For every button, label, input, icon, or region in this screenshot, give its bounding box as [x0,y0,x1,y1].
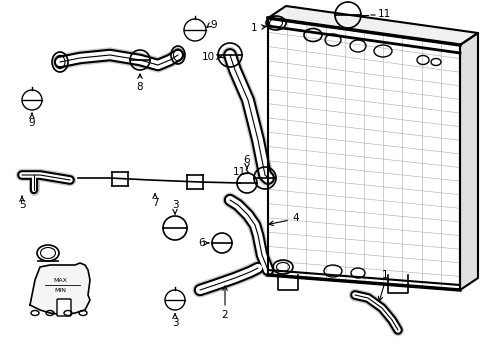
Text: 6: 6 [198,238,205,248]
Text: 7: 7 [152,198,158,208]
Text: 9: 9 [29,118,35,128]
Text: 4: 4 [292,213,298,223]
Text: 8: 8 [137,82,143,92]
Polygon shape [460,33,478,290]
Polygon shape [268,6,478,45]
Text: 3: 3 [172,318,178,328]
Text: 3: 3 [172,200,178,210]
FancyBboxPatch shape [57,299,71,316]
Text: 5: 5 [19,200,25,210]
Text: 1: 1 [382,270,388,280]
Text: 1: 1 [251,23,266,33]
Text: MIN: MIN [54,288,66,292]
Polygon shape [30,263,90,315]
Text: 10: 10 [202,52,215,62]
Text: MAX: MAX [53,278,67,283]
Text: 6: 6 [244,155,250,165]
Text: 9: 9 [210,20,217,30]
Text: 11: 11 [378,9,391,19]
Text: 11: 11 [233,167,246,177]
Text: 2: 2 [221,310,228,320]
